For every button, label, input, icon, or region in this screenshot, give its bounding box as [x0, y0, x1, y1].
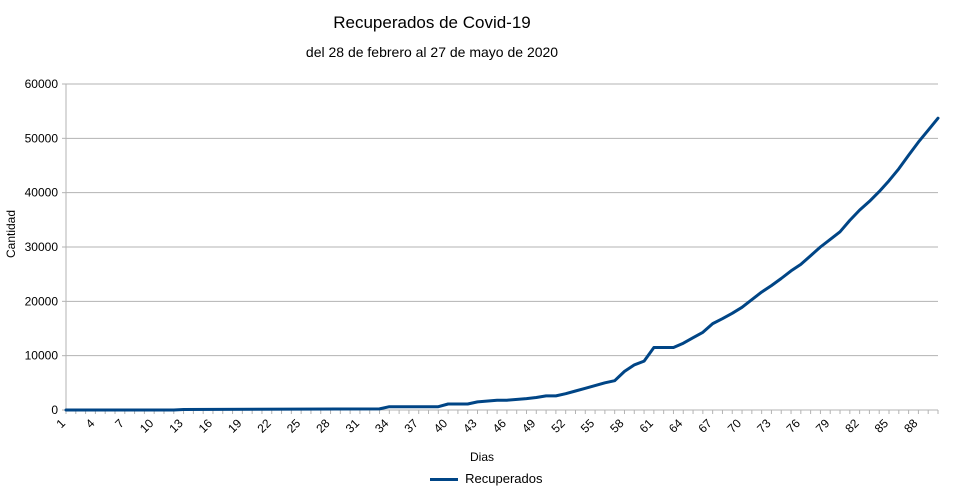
xtick-label-79: 79 [813, 416, 833, 436]
xtick-label-19: 19 [225, 416, 245, 436]
xtick-label-28: 28 [313, 416, 333, 436]
xtick-label-76: 76 [784, 416, 804, 436]
xtick-label-46: 46 [490, 416, 510, 436]
xtick-label-1: 1 [53, 416, 68, 431]
xtick-label-31: 31 [343, 416, 363, 436]
xtick-label-37: 37 [401, 416, 421, 436]
grid-lines [66, 83, 938, 411]
y-tick-labels: 0 10000 20000 30000 40000 50000 60000 [25, 77, 59, 417]
xtick-label-67: 67 [695, 416, 715, 436]
ytick-label-20000: 20000 [25, 294, 59, 308]
xtick-label-52: 52 [548, 416, 568, 436]
ytick-label-60000: 60000 [25, 77, 59, 91]
legend-label-recuperados: Recuperados [465, 471, 543, 486]
chart-title: Recuperados de Covid-19 [333, 13, 531, 32]
xtick-label-73: 73 [754, 416, 774, 436]
xtick-label-85: 85 [872, 416, 892, 436]
xtick-label-55: 55 [578, 416, 598, 436]
chart-subtitle: del 28 de febrero al 27 de mayo de 2020 [305, 44, 559, 60]
legend-swatch-recuperados [429, 478, 458, 482]
y-axis-label: Cantidad [4, 209, 18, 258]
ytick-label-10000: 10000 [25, 349, 59, 363]
x-axis-label: Dias [469, 450, 494, 464]
xtick-label-16: 16 [196, 416, 216, 436]
xtick-label-49: 49 [519, 416, 539, 436]
axes [62, 83, 939, 414]
xtick-label-22: 22 [255, 416, 275, 436]
ytick-label-50000: 50000 [25, 131, 59, 145]
series-lines [64, 116, 940, 412]
xtick-label-64: 64 [666, 416, 686, 436]
xtick-label-88: 88 [901, 416, 921, 436]
series-line-recuperados [64, 116, 940, 412]
xtick-label-70: 70 [725, 416, 745, 436]
x-tick-labels: 1 4 7 10 13 16 19 22 25 28 31 34 37 40 43 46 49 52 55 58 61 6… [53, 416, 920, 436]
xtick-label-10: 10 [137, 416, 157, 436]
ytick-label-0: 0 [51, 403, 58, 417]
xtick-label-82: 82 [842, 416, 862, 436]
xtick-label-34: 34 [372, 416, 392, 436]
legend: Recuperados [0, 471, 972, 486]
ytick-label-30000: 30000 [25, 240, 59, 254]
xtick-label-13: 13 [166, 416, 186, 436]
xtick-label-7: 7 [112, 416, 127, 431]
xtick-label-4: 4 [83, 416, 98, 431]
xtick-label-61: 61 [637, 416, 657, 436]
xtick-label-43: 43 [460, 416, 480, 436]
xtick-label-25: 25 [284, 416, 304, 436]
ytick-label-40000: 40000 [25, 186, 59, 200]
xtick-label-40: 40 [431, 416, 451, 436]
xtick-label-58: 58 [607, 416, 627, 436]
